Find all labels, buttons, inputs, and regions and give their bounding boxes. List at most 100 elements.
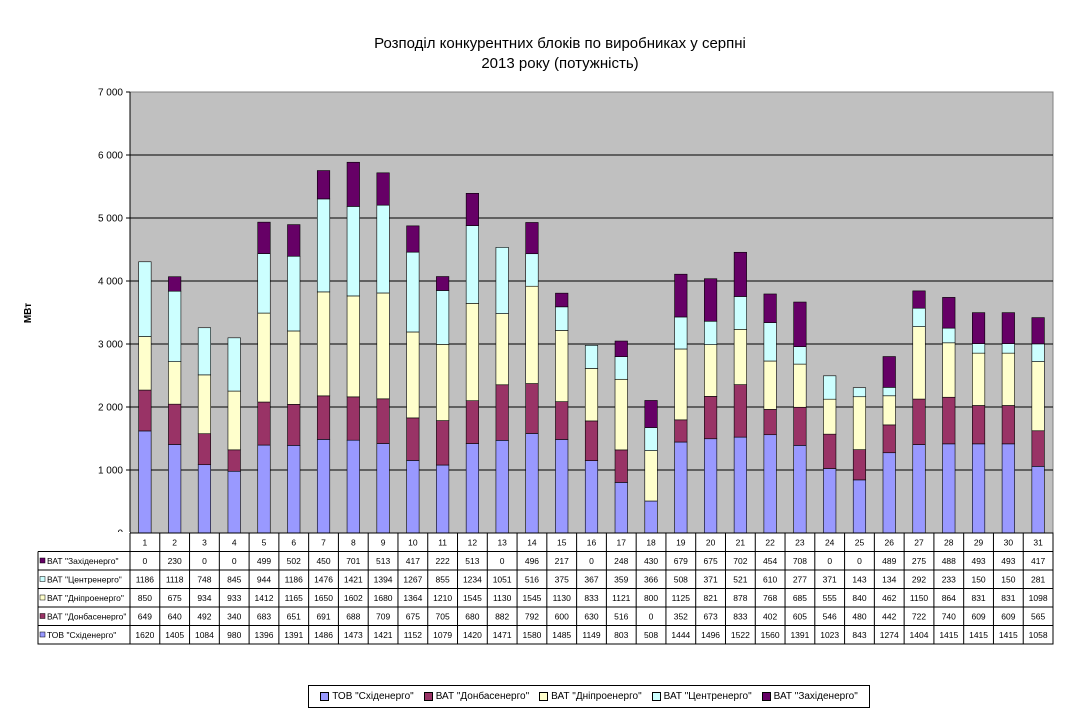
table-cell: 1186 xyxy=(285,575,304,585)
table-cell: 679 xyxy=(674,556,688,566)
bar-segment xyxy=(972,312,986,344)
table-cell: 630 xyxy=(584,612,598,622)
table-cell: 685 xyxy=(793,593,807,603)
table-cell: 340 xyxy=(227,612,241,622)
y-tick-label: 4 000 xyxy=(98,277,123,288)
chart-title-line1: Розподіл конкурентних блоків по виробник… xyxy=(374,35,746,52)
table-cell: 450 xyxy=(316,556,330,566)
bar-segment xyxy=(168,361,182,405)
table-cell: 691 xyxy=(316,612,330,622)
bar-segment xyxy=(704,438,718,534)
bar-segment xyxy=(168,444,182,534)
bar-segment xyxy=(346,396,360,441)
bar-segment xyxy=(376,172,390,206)
bar-segment xyxy=(882,356,896,388)
x-tick-label: 16 xyxy=(587,538,597,548)
table-cell: 1486 xyxy=(314,630,333,640)
table-cell: 1394 xyxy=(374,575,393,585)
data-table: 1 2 3 4 5 6 7 8 9 10 11 12 13 14 15 16 17 18 19 20 21 22 23 24 2… xyxy=(37,532,1054,645)
legend-swatch xyxy=(651,692,661,701)
bar-segment xyxy=(912,326,926,400)
table-cell: 508 xyxy=(644,630,658,640)
table-cell: 352 xyxy=(674,612,688,622)
table-cell: 675 xyxy=(704,556,718,566)
table-cell: 864 xyxy=(942,593,956,603)
x-tick-label: 2 xyxy=(172,538,177,548)
table-cell: 502 xyxy=(287,556,301,566)
chart-title-line2: 2013 року (потужність) xyxy=(481,55,638,72)
table-cell: 516 xyxy=(525,575,539,585)
legend-label: ВАТ "Дніпроенерго" xyxy=(551,691,642,702)
bar-segment xyxy=(406,331,420,419)
bar-segment xyxy=(882,452,896,534)
table-row-label: ВАТ "Західенерго" xyxy=(47,556,118,566)
table-cell: 605 xyxy=(793,612,807,622)
table-cell: 1023 xyxy=(820,630,839,640)
x-tick-label: 20 xyxy=(706,538,716,548)
table-cell: 705 xyxy=(436,612,450,622)
table-cell: 1522 xyxy=(731,630,750,640)
bar-segment xyxy=(852,387,867,398)
bar-segment xyxy=(614,378,628,451)
bar-segment xyxy=(465,303,479,401)
bar-segment xyxy=(674,348,688,421)
table-cell: 462 xyxy=(882,593,896,603)
table-cell: 233 xyxy=(942,575,956,585)
table-cell: 831 xyxy=(1001,593,1015,603)
table-cell: 651 xyxy=(287,612,301,622)
bar-segment xyxy=(316,170,331,200)
bar-segment xyxy=(495,440,509,534)
x-tick-label: 3 xyxy=(202,538,207,548)
legend-entry: ВАТ "Дніпроенерго" xyxy=(539,691,642,702)
bar-segment xyxy=(912,290,926,309)
table-cell: 1130 xyxy=(493,593,512,603)
table-cell: 0 xyxy=(589,556,594,566)
bar-segment xyxy=(495,247,509,314)
y-tick-label: 1 000 xyxy=(98,466,123,477)
bar-segment xyxy=(168,290,182,362)
bar-segment xyxy=(674,419,688,443)
bar-segment xyxy=(852,396,867,450)
table-cell: 0 xyxy=(500,556,505,566)
bar-segment xyxy=(436,276,450,291)
table-cell: 402 xyxy=(763,612,777,622)
bar-segment xyxy=(376,292,390,400)
x-tick-label: 7 xyxy=(321,538,326,548)
bar-segment xyxy=(823,468,837,534)
table-cell: 1150 xyxy=(910,593,929,603)
table-cell: 521 xyxy=(733,575,747,585)
legend-entry: ВАТ "Західенерго" xyxy=(761,691,858,702)
table-cell: 768 xyxy=(763,593,777,603)
bar-segment xyxy=(733,384,747,438)
table-cell: 673 xyxy=(704,612,718,622)
table-cell: 821 xyxy=(704,593,718,603)
table-cell: 496 xyxy=(525,556,539,566)
bar-segment xyxy=(882,387,896,397)
bar-segment xyxy=(763,322,777,362)
y-axis-label: МВт xyxy=(23,303,34,323)
table-cell: 1560 xyxy=(761,630,780,640)
bar-segment xyxy=(972,443,986,534)
table-cell: 492 xyxy=(197,612,211,622)
x-tick-label: 5 xyxy=(262,538,267,548)
bar-segment xyxy=(852,479,867,534)
x-tick-label: 22 xyxy=(765,538,775,548)
bar-segment xyxy=(346,161,360,207)
table-cell: 1415 xyxy=(939,630,958,640)
table-cell: 702 xyxy=(733,556,747,566)
table-cell: 1620 xyxy=(135,630,154,640)
table-cell: 493 xyxy=(971,556,985,566)
bar-segment xyxy=(793,363,807,408)
bar-segment xyxy=(287,445,301,534)
legend-entry: ТОВ "Східенерго" xyxy=(320,691,414,702)
bar-segment xyxy=(376,398,390,444)
table-cell: 701 xyxy=(346,556,360,566)
bar-segment xyxy=(674,441,688,534)
table-cell: 371 xyxy=(823,575,837,585)
x-tick-label: 9 xyxy=(381,538,386,548)
x-tick-label: 18 xyxy=(646,538,656,548)
x-tick-label: 10 xyxy=(408,538,418,548)
bar-segment xyxy=(436,290,450,345)
table-cell: 248 xyxy=(614,556,628,566)
